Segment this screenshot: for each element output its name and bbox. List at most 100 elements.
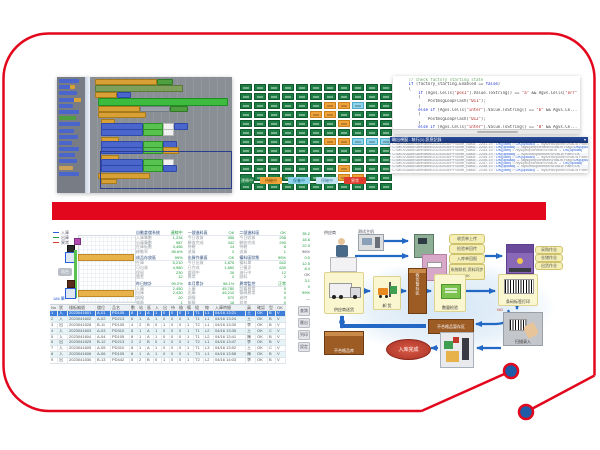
table-cell: B: [146, 357, 154, 363]
table-cell: 出: [58, 357, 68, 363]
cell-text: [340, 96, 348, 98]
status-cell: [268, 183, 280, 190]
frame-diagonal-1: [420, 369, 512, 413]
cell-text: [354, 114, 362, 116]
cell-text: [242, 105, 250, 107]
status-cell: [296, 147, 308, 154]
toolbox-block: [59, 103, 73, 108]
cell-text: [368, 177, 376, 179]
table-cell: L1: [204, 322, 214, 328]
table-cell: T1: [194, 328, 204, 334]
cell-text: [298, 186, 306, 188]
barcode-label: 条码标签打印: [506, 299, 530, 304]
table-cell: 8: [130, 311, 138, 317]
cell-text: [312, 168, 320, 170]
table-cell: 0: [178, 351, 186, 357]
cell-text: [354, 123, 362, 125]
status-cell: [296, 129, 308, 136]
unload-forklift-node: 卸 货: [373, 276, 401, 310]
status-cell: [296, 138, 308, 145]
status-cell: [254, 111, 266, 118]
text-segment: false: [485, 82, 498, 87]
status-cell: [240, 147, 252, 154]
status-cell: [310, 147, 322, 154]
table-cell: OK: [256, 357, 268, 363]
text-segment: 12: [178, 274, 183, 280]
code-lines: // check factory starting state if (fact…: [399, 78, 578, 134]
legend-chip: 待機中: [260, 177, 282, 184]
status-cell: [282, 183, 294, 190]
table-cell: 2023041602: [68, 317, 96, 322]
status-cell: [240, 111, 252, 118]
table-cell: B: [268, 351, 276, 357]
production-data-groups: 自動倉儲系統 連線中 入庫筆數 1,234 出庫筆數 987 在庫板數 3,456 稼動率 98.…: [136, 230, 286, 305]
data-group: 成品存放區 99% 在庫 5,210 可出貨 4,980 保留 230 盤差 12: [136, 255, 183, 279]
cell-text: [382, 150, 390, 152]
text-segment: "err": [565, 90, 578, 95]
table-cell: 1: [186, 328, 194, 334]
table-cell: 04/16 13:30: [214, 322, 246, 328]
text-segment: 盤差: [136, 274, 144, 280]
table-cell: 李: [246, 340, 256, 346]
status-cell: [338, 147, 350, 154]
cell-text: [354, 186, 362, 188]
table-cell: OK: [256, 351, 268, 357]
code-block: [170, 106, 188, 112]
cell-text: [256, 96, 264, 98]
cell-text: [326, 186, 334, 188]
status-cell: [282, 147, 294, 154]
status-cell: [296, 93, 308, 100]
text-segment: 1: [283, 248, 286, 254]
cell-text: [312, 186, 320, 188]
status-cell: [380, 183, 392, 190]
schematic-icon-magenta: [74, 238, 81, 245]
status-cell: [268, 165, 280, 172]
table-cell: OK: [256, 334, 268, 340]
toolbox-block: [59, 140, 72, 145]
table-cell: 入: [58, 328, 68, 334]
cell-text: [368, 159, 376, 161]
status-cell: [310, 138, 322, 145]
table-cell: 04/16 14:03: [214, 357, 246, 363]
text-segment: ].Value.ToString() ==: [483, 108, 537, 113]
status-cell: [324, 84, 336, 91]
table-cell: A: [146, 346, 154, 351]
cell-text: [256, 87, 264, 89]
table-cell: 04/16 13:21: [214, 311, 246, 317]
table-cell: A: [146, 351, 154, 357]
person-body: [336, 245, 348, 257]
table-cell: 0: [178, 357, 186, 363]
table-cell: 出: [58, 322, 68, 328]
table-cell: 0: [154, 322, 162, 328]
text-segment: "inter": [466, 108, 484, 113]
table-cell: 1: [162, 357, 170, 363]
toolbox-block: [59, 134, 78, 139]
cell-text: [242, 96, 250, 98]
cell-text: [298, 141, 306, 143]
cell-text: [340, 186, 348, 188]
text-segment: 98.6%: [171, 248, 183, 254]
cell-text: [270, 105, 278, 107]
text-segment: (Agvs.Cells[: [435, 108, 467, 113]
text-segment: );: [480, 116, 486, 121]
status-cell: [240, 138, 252, 145]
text-segment: (Agvs.Cells[: [423, 90, 455, 95]
cell-text: [298, 123, 306, 125]
cell-text: [326, 150, 334, 152]
status-cell: [268, 156, 280, 163]
header-cell: No: [51, 305, 58, 311]
status-cell: [282, 93, 294, 100]
table-cell: A: [146, 328, 154, 334]
cell-text: [312, 123, 320, 125]
table-cell: 1: [138, 346, 146, 351]
text-segment: OK(upload): [515, 168, 535, 172]
table-cell: T2: [194, 322, 204, 328]
text-segment: › C:\MES\AutoSave\asrs\20230416\PFStore_…: [390, 168, 496, 172]
selection-rect: [100, 151, 232, 189]
text-segment: "a": [521, 90, 530, 95]
side-value: —: [306, 295, 310, 301]
table-cell: 2: [138, 340, 146, 346]
table-cell: PD213: [111, 340, 130, 346]
cell-text: [326, 159, 334, 161]
status-cell: [282, 102, 294, 109]
